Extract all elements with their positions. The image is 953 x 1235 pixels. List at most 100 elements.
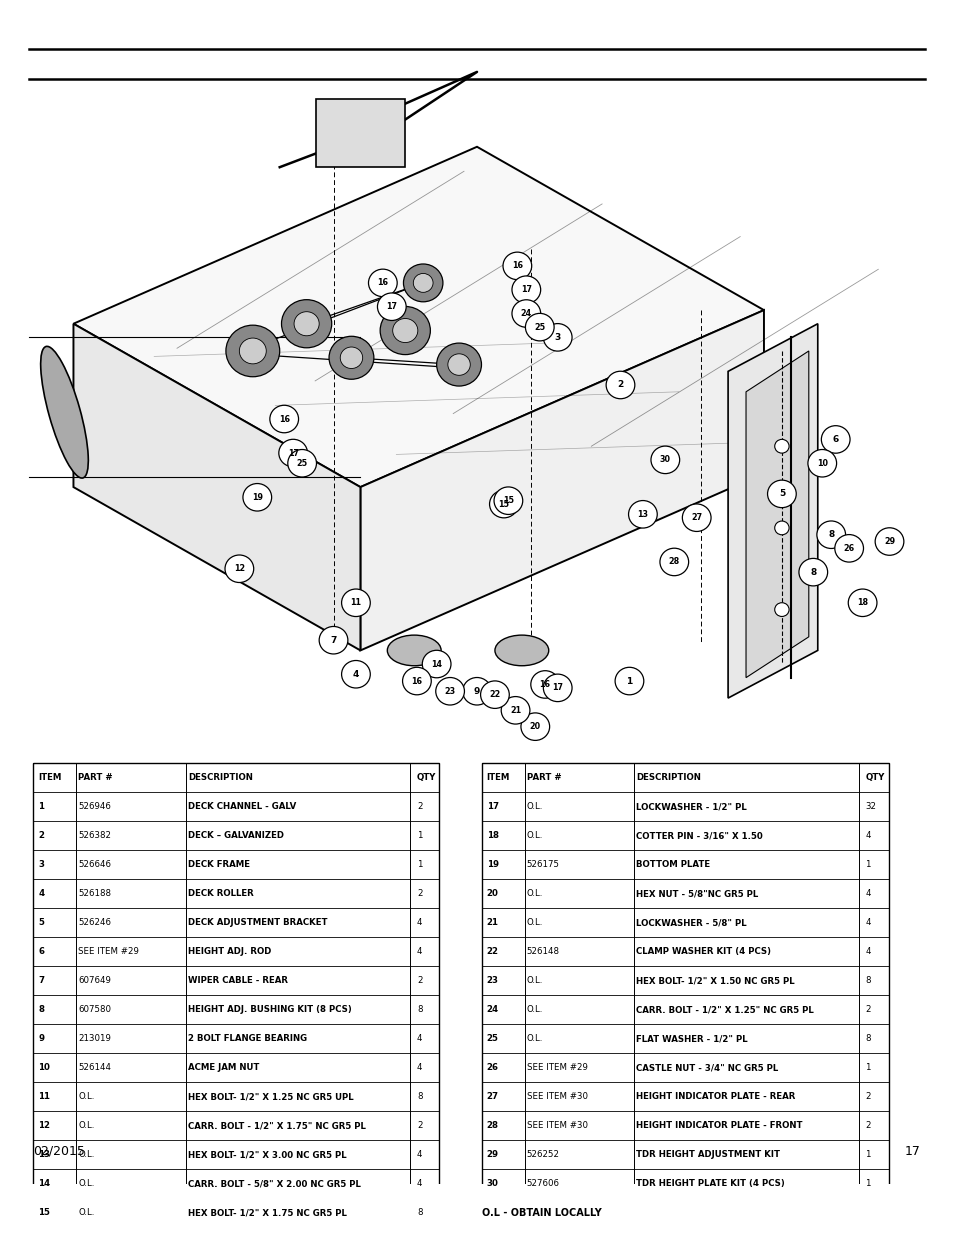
Text: 25: 25: [486, 1035, 497, 1044]
Circle shape: [489, 490, 517, 517]
Circle shape: [288, 450, 316, 477]
Text: 6: 6: [832, 435, 838, 443]
Text: 4: 4: [864, 919, 870, 927]
Circle shape: [605, 372, 634, 399]
Text: HEX BOLT- 1/2" X 3.00 NC GR5 PL: HEX BOLT- 1/2" X 3.00 NC GR5 PL: [188, 1151, 346, 1160]
Text: QTY: QTY: [416, 773, 436, 783]
Text: 607649: 607649: [78, 977, 111, 986]
Text: 13: 13: [38, 1151, 51, 1160]
Text: 9: 9: [474, 687, 479, 695]
Polygon shape: [360, 310, 763, 651]
Text: 14: 14: [38, 1179, 51, 1188]
Circle shape: [543, 674, 572, 701]
Polygon shape: [73, 324, 360, 651]
Text: HEIGHT ADJ. BUSHING KIT (8 PCS): HEIGHT ADJ. BUSHING KIT (8 PCS): [188, 1005, 352, 1014]
Text: 22: 22: [486, 947, 498, 956]
Text: 526188: 526188: [78, 889, 112, 899]
Text: 13: 13: [637, 510, 648, 519]
Text: DECK ADJUSTMENT BRACKET: DECK ADJUSTMENT BRACKET: [188, 919, 327, 927]
Circle shape: [379, 306, 430, 354]
Circle shape: [436, 678, 464, 705]
Text: HEIGHT INDICATOR PLATE - REAR: HEIGHT INDICATOR PLATE - REAR: [636, 1093, 795, 1102]
Text: 17: 17: [903, 1145, 920, 1157]
Text: 21: 21: [486, 919, 498, 927]
Text: 1: 1: [38, 803, 44, 811]
Circle shape: [270, 405, 298, 432]
Circle shape: [294, 311, 319, 336]
Text: CARR. BOLT - 1/2" X 1.75" NC GR5 PL: CARR. BOLT - 1/2" X 1.75" NC GR5 PL: [188, 1121, 365, 1130]
Text: 28: 28: [486, 1121, 498, 1130]
Circle shape: [821, 426, 849, 453]
Text: 30: 30: [659, 456, 670, 464]
Text: 12: 12: [38, 1121, 51, 1130]
Text: 4: 4: [416, 1063, 422, 1072]
Text: 1: 1: [626, 677, 632, 685]
Text: 11: 11: [350, 598, 361, 608]
Text: 27: 27: [486, 1093, 498, 1102]
Text: 8: 8: [827, 530, 834, 540]
Text: 17: 17: [288, 448, 298, 457]
Circle shape: [281, 300, 332, 348]
Text: 2: 2: [416, 977, 422, 986]
Text: LOCKWASHER - 5/8" PL: LOCKWASHER - 5/8" PL: [636, 919, 746, 927]
Circle shape: [340, 347, 362, 368]
Circle shape: [413, 273, 433, 293]
Text: O.L.: O.L.: [526, 1005, 542, 1014]
Circle shape: [807, 450, 836, 477]
Text: 3: 3: [554, 333, 560, 342]
Text: 1: 1: [864, 1179, 870, 1188]
Circle shape: [816, 521, 844, 548]
Ellipse shape: [41, 346, 89, 478]
Text: DESCRIPTION: DESCRIPTION: [188, 773, 253, 783]
Text: 1: 1: [864, 1151, 870, 1160]
Text: ACME JAM NUT: ACME JAM NUT: [188, 1063, 259, 1072]
Text: HEX NUT - 5/8"NC GR5 PL: HEX NUT - 5/8"NC GR5 PL: [636, 889, 758, 899]
Text: 2: 2: [864, 1005, 870, 1014]
Text: O.L.: O.L.: [526, 919, 542, 927]
Text: LOCKWASHER - 1/2" PL: LOCKWASHER - 1/2" PL: [636, 803, 746, 811]
Text: ITEM: ITEM: [486, 773, 510, 783]
Text: HEIGHT INDICATOR PLATE - FRONT: HEIGHT INDICATOR PLATE - FRONT: [636, 1121, 802, 1130]
Text: 15: 15: [38, 1209, 50, 1218]
Text: 9: 9: [38, 1035, 44, 1044]
Text: 2: 2: [38, 831, 44, 841]
Circle shape: [403, 264, 442, 301]
Circle shape: [659, 548, 688, 576]
Circle shape: [512, 300, 540, 327]
Polygon shape: [745, 351, 808, 678]
Text: 4: 4: [416, 1035, 422, 1044]
Text: O.L.: O.L.: [526, 977, 542, 986]
Text: CLAMP WASHER KIT (4 PCS): CLAMP WASHER KIT (4 PCS): [636, 947, 771, 956]
Circle shape: [681, 504, 710, 531]
Text: 526252: 526252: [526, 1151, 559, 1160]
Text: 24: 24: [520, 309, 532, 319]
Text: 21: 21: [510, 706, 520, 715]
Text: 16: 16: [539, 680, 550, 689]
Text: 30: 30: [486, 1179, 497, 1188]
Text: BOTTOM PLATE: BOTTOM PLATE: [636, 861, 710, 869]
Text: O.L.: O.L.: [78, 1209, 94, 1218]
Text: 15: 15: [502, 496, 514, 505]
Text: COTTER PIN - 3/16" X 1.50: COTTER PIN - 3/16" X 1.50: [636, 831, 762, 841]
Text: 24: 24: [486, 1005, 498, 1014]
Circle shape: [447, 353, 470, 375]
Text: SEE ITEM #30: SEE ITEM #30: [526, 1093, 587, 1102]
Circle shape: [319, 626, 348, 655]
Circle shape: [402, 667, 431, 695]
Circle shape: [377, 293, 406, 320]
Text: 2: 2: [864, 1121, 870, 1130]
Circle shape: [512, 275, 540, 304]
Text: 2: 2: [864, 1093, 870, 1102]
Text: 4: 4: [864, 947, 870, 956]
Text: 17: 17: [486, 803, 498, 811]
Text: 2 BOLT FLANGE BEARING: 2 BOLT FLANGE BEARING: [188, 1035, 307, 1044]
Text: TDR HEIGHT ADJUSTMENT KIT: TDR HEIGHT ADJUSTMENT KIT: [636, 1151, 780, 1160]
Circle shape: [494, 487, 522, 515]
Circle shape: [530, 671, 558, 698]
Text: 607580: 607580: [78, 1005, 112, 1014]
Text: 2: 2: [617, 380, 623, 389]
Text: 16: 16: [278, 415, 290, 424]
Circle shape: [243, 484, 272, 511]
Text: 526646: 526646: [78, 861, 112, 869]
Text: O.L.: O.L.: [78, 1093, 94, 1102]
